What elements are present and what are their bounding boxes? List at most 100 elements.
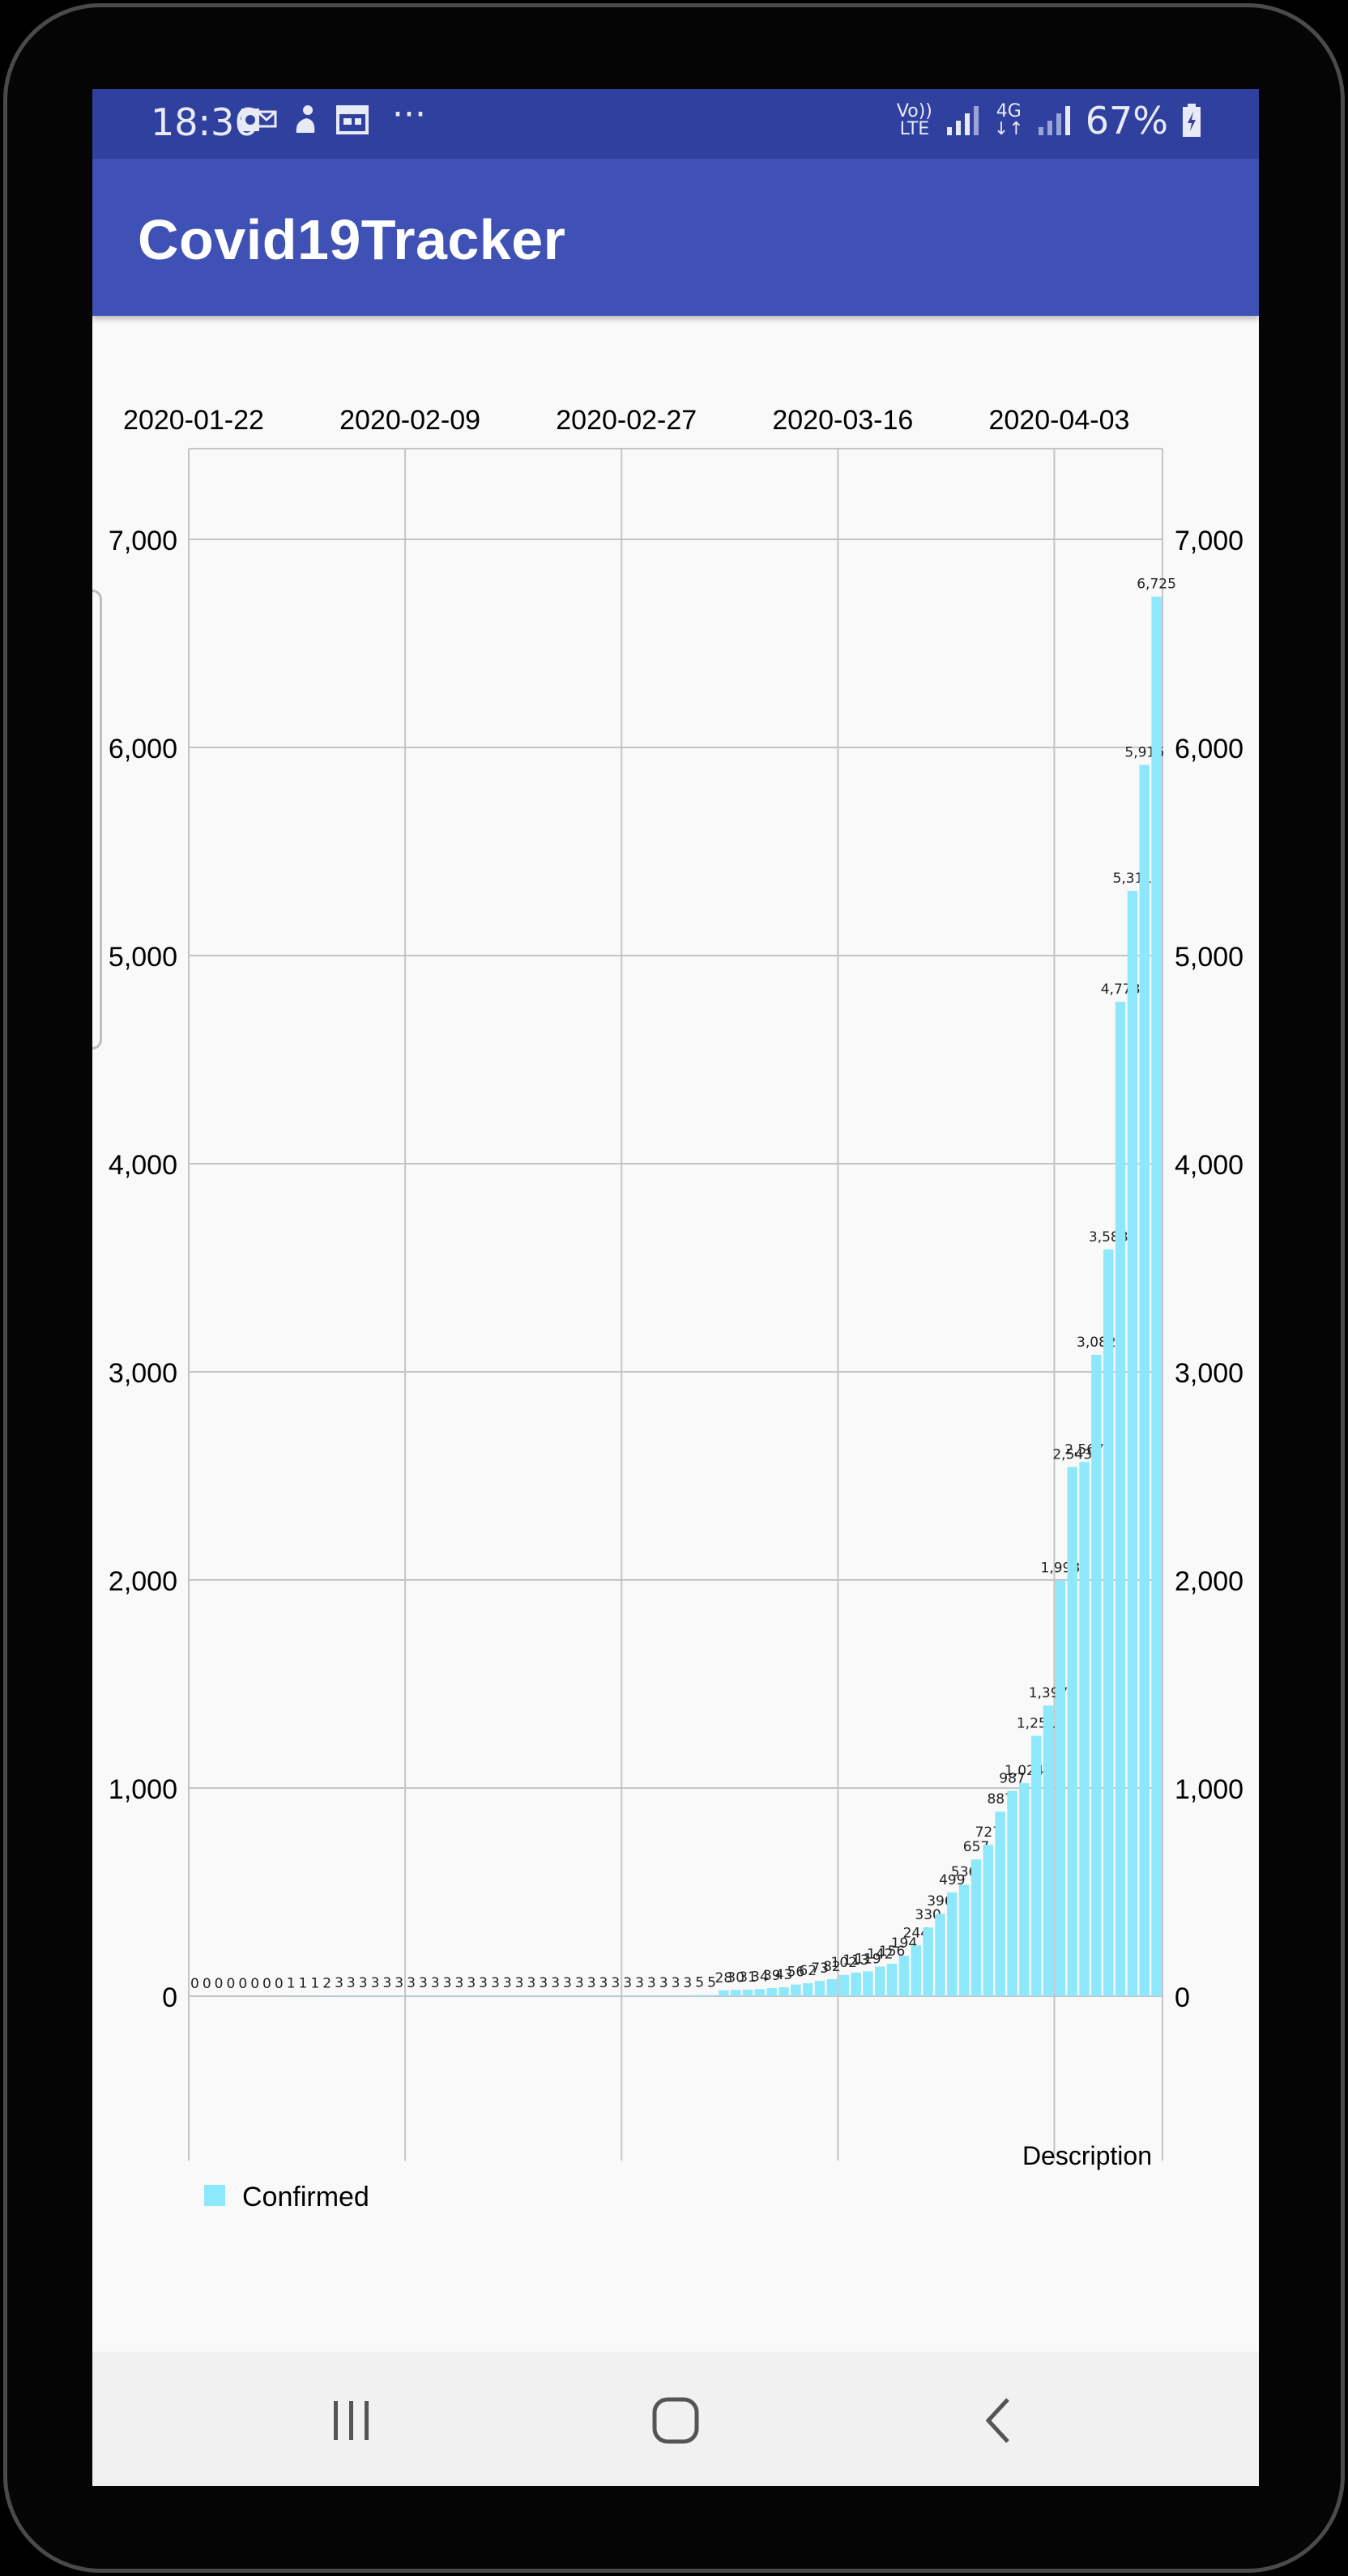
battery-percent: 67% bbox=[1085, 99, 1168, 143]
bar bbox=[1115, 1002, 1126, 1996]
bar-value-label: 0 bbox=[275, 1976, 284, 1992]
more-icon: ··· bbox=[392, 94, 426, 135]
bar-value-label: 3 bbox=[407, 1975, 416, 1991]
y-tick-label-left: 3,000 bbox=[109, 1358, 177, 1389]
bar-value-label: 194 bbox=[891, 1935, 917, 1952]
bar-value-label: 43 bbox=[775, 1967, 793, 1983]
y-tick-label-right: 4,000 bbox=[1175, 1150, 1243, 1181]
bar bbox=[610, 1995, 621, 1996]
bar bbox=[898, 1956, 910, 1996]
bar bbox=[634, 1995, 645, 1996]
bar bbox=[1019, 1782, 1030, 1996]
bar-value-label: 499 bbox=[939, 1872, 965, 1888]
bar-value-label: 3 bbox=[395, 1975, 403, 1991]
x-axis-label: 2020-03-16 bbox=[772, 405, 913, 436]
bar bbox=[1151, 596, 1162, 1996]
home-button[interactable] bbox=[643, 2392, 708, 2449]
bar-value-label: 56 bbox=[787, 1965, 805, 1981]
bar-value-label: 3 bbox=[563, 1975, 572, 1991]
bar-value-label: 62 bbox=[799, 1963, 817, 1979]
bar-value-label: 0 bbox=[262, 1976, 271, 1992]
status-time: 18:36 bbox=[151, 100, 258, 144]
bar-value-label: 119 bbox=[855, 1951, 881, 1967]
bar-value-label: 3 bbox=[347, 1975, 356, 1991]
bar-value-label: 396 bbox=[927, 1893, 953, 1910]
bar-value-label: 31 bbox=[739, 1969, 757, 1986]
bar bbox=[1103, 1249, 1114, 1996]
bar-value-label: 0 bbox=[215, 1976, 224, 1992]
bar bbox=[863, 1971, 873, 1996]
bar bbox=[1139, 764, 1150, 1996]
recent-apps-button[interactable] bbox=[319, 2392, 384, 2449]
bar bbox=[502, 1995, 513, 1996]
bar bbox=[369, 1995, 381, 1996]
bar-value-label: 3 bbox=[479, 1975, 488, 1991]
bar bbox=[418, 1995, 429, 1996]
bar bbox=[622, 1995, 633, 1996]
bar-value-label: 102 bbox=[831, 1955, 857, 1971]
bar-value-label: 3 bbox=[419, 1975, 428, 1991]
bar-value-label: 3 bbox=[611, 1975, 620, 1991]
bar bbox=[958, 1884, 970, 1996]
bar-value-label: 3 bbox=[623, 1975, 632, 1991]
bar bbox=[706, 1995, 717, 1996]
status-indicators: Vo)) LTE 4G ↓↑ 67% bbox=[897, 99, 1202, 143]
bar-value-label: 142 bbox=[867, 1947, 893, 1963]
bar bbox=[694, 1995, 705, 1996]
bar-value-label: 2,543 bbox=[1052, 1446, 1092, 1463]
bar bbox=[1007, 1790, 1017, 1996]
screen: 18:36 ··· Vo)) LTE 4G ↓↑ 67% bbox=[92, 89, 1259, 2486]
bar-value-label: 6,725 bbox=[1137, 577, 1176, 593]
bar-value-label: 727 bbox=[975, 1824, 1001, 1841]
bar bbox=[1127, 891, 1138, 1996]
bar bbox=[947, 1892, 958, 1996]
bar-value-label: 0 bbox=[203, 1976, 211, 1992]
bar-value-label: 3 bbox=[382, 1975, 391, 1991]
bar-value-label: 156 bbox=[879, 1944, 905, 1960]
app-notification-icon bbox=[290, 104, 322, 144]
bar bbox=[1043, 1705, 1054, 1996]
bar-value-label: 244 bbox=[903, 1925, 929, 1941]
bar-value-label: 3 bbox=[587, 1975, 596, 1991]
bar bbox=[357, 1995, 369, 1996]
bar bbox=[586, 1995, 597, 1996]
bar bbox=[550, 1995, 561, 1996]
back-button[interactable] bbox=[967, 2392, 1032, 2449]
bar-value-label: 0 bbox=[250, 1976, 259, 1992]
y-tick-label-left: 0 bbox=[162, 1982, 177, 2013]
bar-value-label: 3 bbox=[443, 1975, 452, 1991]
bar-value-label: 28 bbox=[715, 1970, 733, 1986]
bar-value-label: 3 bbox=[335, 1975, 343, 1991]
chart-container[interactable]: 0 0 1,000 1,000 2,000 2,000 3,000 3,000 4,000 4,0… bbox=[92, 316, 1259, 2348]
chart-description: Description bbox=[1022, 2141, 1152, 2170]
y-tick-label-left: 2,000 bbox=[109, 1566, 177, 1597]
bar-value-label: 3 bbox=[647, 1975, 656, 1991]
bar bbox=[875, 1966, 885, 1996]
bar bbox=[394, 1995, 404, 1996]
outlook-icon bbox=[240, 104, 277, 144]
bar bbox=[490, 1995, 501, 1996]
bar-value-label: 3 bbox=[635, 1975, 644, 1991]
bar bbox=[670, 1995, 681, 1996]
y-tick-label-left: 7,000 bbox=[109, 526, 177, 556]
bar bbox=[814, 1981, 825, 1996]
bar-value-label: 1 bbox=[287, 1976, 296, 1992]
bar-value-label: 330 bbox=[915, 1907, 941, 1923]
bar-value-label: 3 bbox=[683, 1975, 692, 1991]
bar-value-label: 0 bbox=[227, 1976, 236, 1992]
bar-value-label: 3 bbox=[599, 1975, 608, 1991]
bar-value-label: 536 bbox=[951, 1864, 977, 1880]
bar bbox=[1091, 1354, 1102, 1996]
bar-value-label: 3 bbox=[575, 1975, 584, 1991]
bar bbox=[1055, 1580, 1066, 1996]
bar-value-label: 5 bbox=[707, 1975, 716, 1991]
network-type: 4G ↓↑ bbox=[993, 101, 1024, 139]
y-tick-label-right: 6,000 bbox=[1175, 734, 1243, 764]
bar bbox=[923, 1927, 933, 1996]
bar-value-label: 3 bbox=[527, 1975, 536, 1991]
y-tick-label-left: 5,000 bbox=[109, 942, 177, 973]
legend-swatch bbox=[204, 2185, 225, 2206]
bar-value-label: 987 bbox=[999, 1770, 1025, 1786]
bar-value-label: 1 bbox=[310, 1976, 319, 1992]
